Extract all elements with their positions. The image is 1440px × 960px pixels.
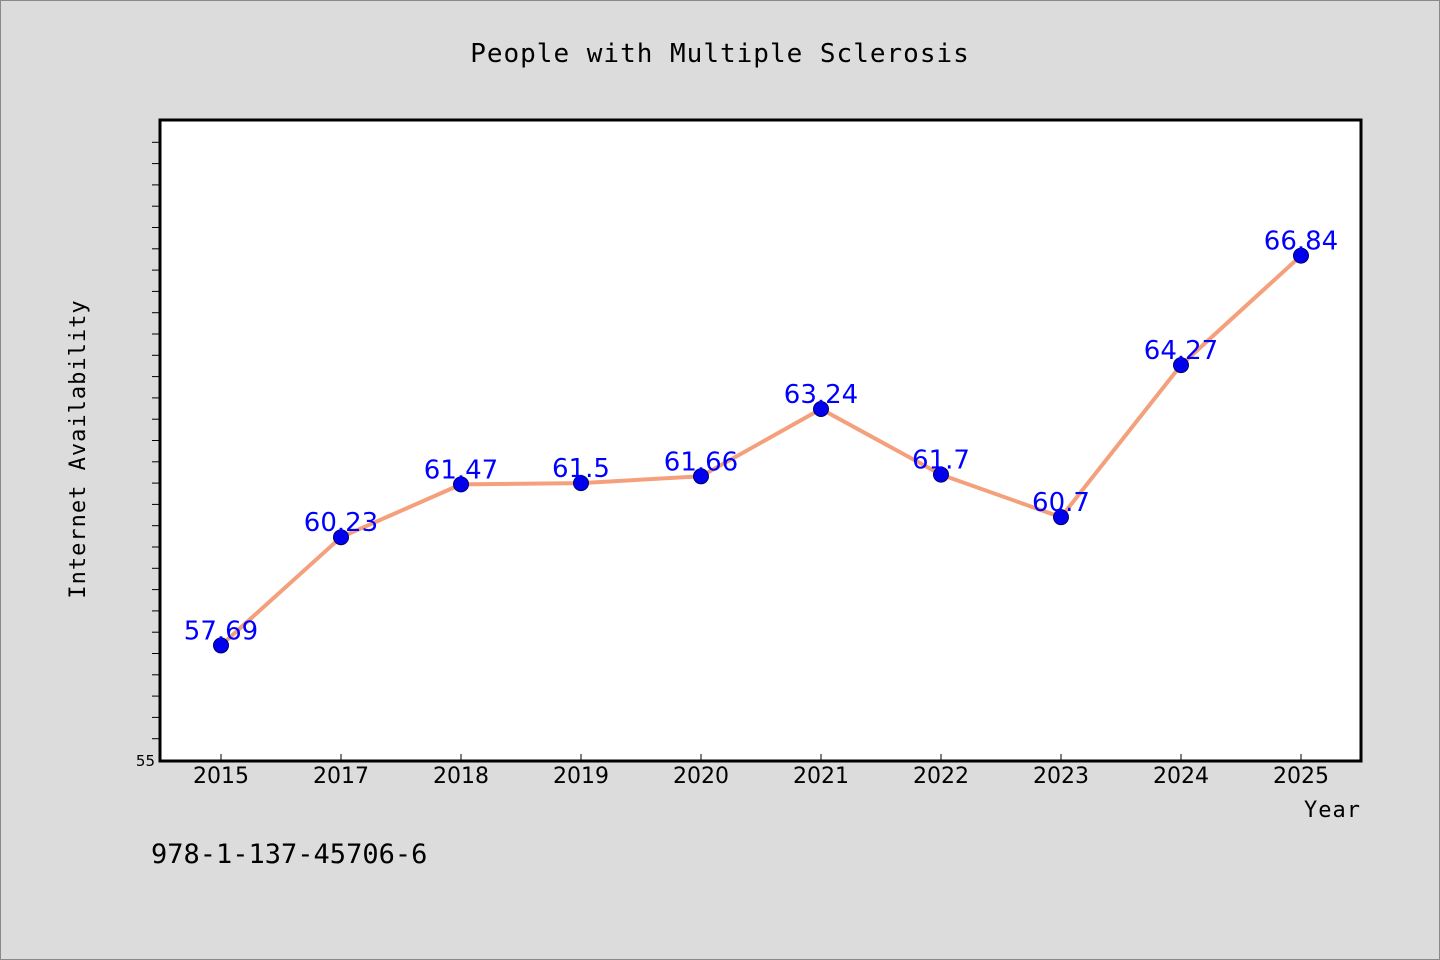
x-tick-label: 2021 bbox=[793, 764, 849, 789]
x-tick-label: 2022 bbox=[913, 764, 969, 789]
data-point bbox=[213, 637, 229, 654]
data-point bbox=[813, 400, 829, 417]
data-markers bbox=[213, 247, 1309, 654]
data-label: 61.7 bbox=[912, 446, 970, 476]
x-tick-label: 2024 bbox=[1153, 764, 1209, 789]
x-tick-label: 2025 bbox=[1273, 764, 1329, 789]
plot-area bbox=[158, 118, 1363, 763]
x-axis-label: Year bbox=[1304, 798, 1361, 823]
series-line bbox=[219, 253, 1303, 648]
data-point bbox=[573, 475, 589, 492]
data-point bbox=[453, 476, 469, 493]
data-label: 63.24 bbox=[784, 380, 858, 410]
isbn-footer: 978-1-137-45706-6 bbox=[151, 839, 427, 870]
x-axis-ticks: 2015 2017 2018 2019 2020 2021 2022 2023 2024 2025 bbox=[193, 754, 1329, 789]
data-point bbox=[1173, 357, 1189, 374]
data-label: 61.5 bbox=[552, 454, 610, 484]
y-axis-ticks: 55 bbox=[136, 141, 160, 770]
data-point bbox=[1053, 509, 1069, 526]
data-point bbox=[333, 529, 349, 546]
data-point bbox=[1293, 247, 1309, 264]
y-tick-label: 55 bbox=[136, 752, 155, 770]
data-label: 57.69 bbox=[184, 616, 258, 646]
x-tick-label: 2023 bbox=[1033, 764, 1089, 789]
data-label: 61.66 bbox=[664, 447, 738, 477]
data-label: 61.47 bbox=[424, 455, 498, 485]
y-axis-label: Internet Availability bbox=[66, 299, 91, 598]
x-tick-label: 2020 bbox=[673, 764, 729, 789]
x-tick-label: 2018 bbox=[433, 764, 489, 789]
data-label: 60.23 bbox=[304, 508, 378, 538]
data-labels: 57.69 60.23 61.47 61.5 61.66 63.24 61.7 60.7 64.… bbox=[184, 227, 1338, 647]
x-tick-label: 2019 bbox=[553, 764, 609, 789]
data-label: 66.84 bbox=[1264, 227, 1338, 257]
data-label: 60.7 bbox=[1032, 488, 1090, 518]
chart-title: People with Multiple Sclerosis bbox=[470, 39, 970, 69]
data-point bbox=[693, 468, 709, 485]
x-tick-label: 2017 bbox=[313, 764, 369, 789]
x-tick-label: 2015 bbox=[193, 764, 249, 789]
data-label: 64.27 bbox=[1144, 336, 1218, 366]
data-point bbox=[933, 466, 949, 483]
